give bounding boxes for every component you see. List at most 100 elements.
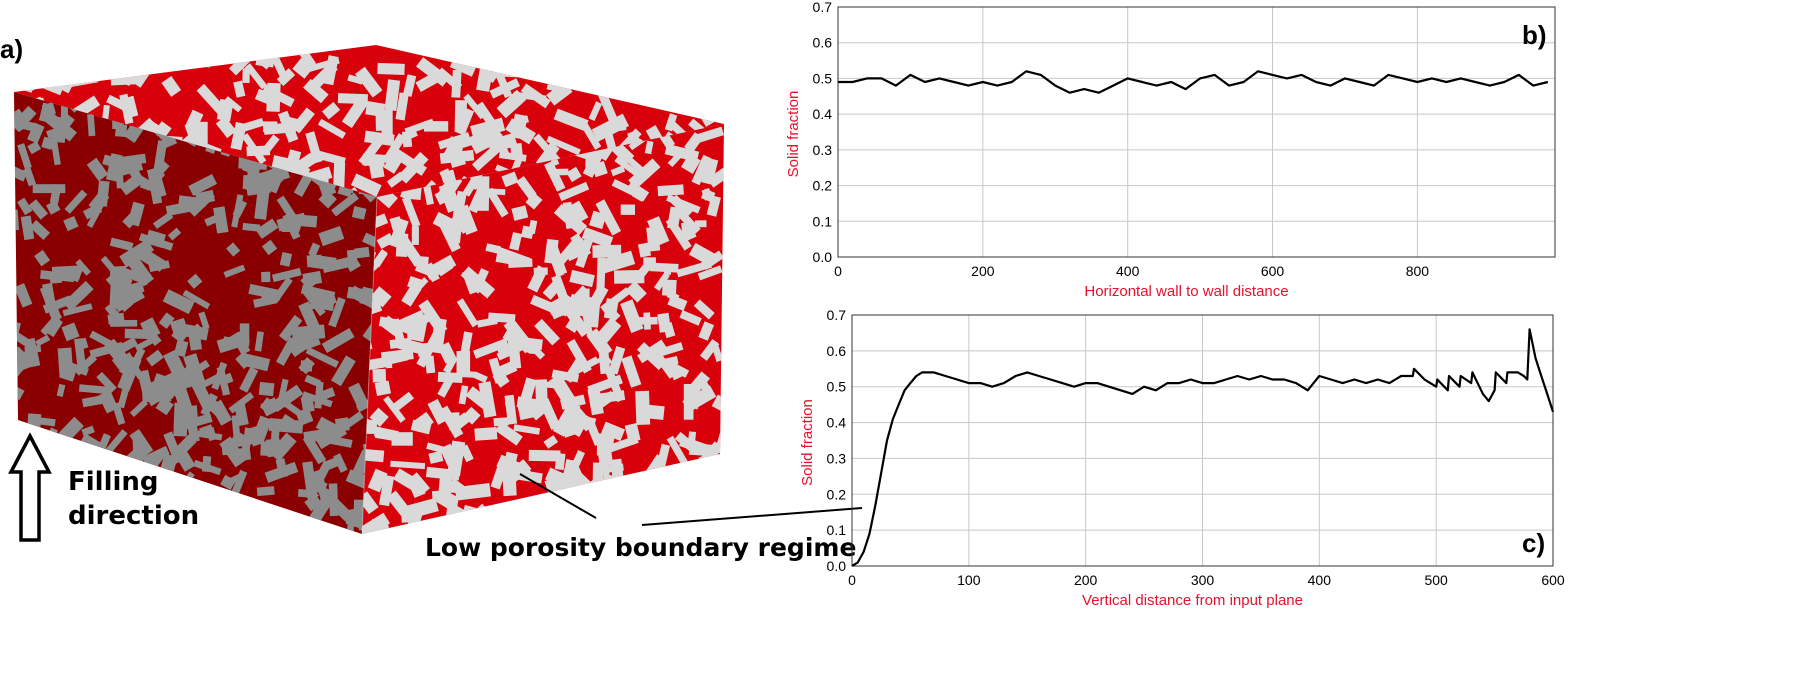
plot-frame — [837, 6, 1556, 258]
grain — [321, 327, 355, 353]
filling-direction-line2: direction — [68, 500, 200, 531]
grain — [696, 126, 724, 143]
grain — [503, 318, 535, 354]
grain — [484, 134, 503, 148]
filling-direction-arrow-icon — [8, 432, 52, 542]
grain — [384, 79, 401, 112]
grain — [27, 122, 45, 144]
grain — [109, 237, 134, 252]
grain — [413, 411, 434, 432]
y-tick-label: 0.6 — [827, 343, 847, 359]
grain — [513, 424, 541, 435]
grain — [279, 252, 293, 267]
x-tick-label: 0 — [848, 572, 856, 588]
grain — [24, 344, 42, 354]
grain — [134, 334, 160, 352]
grain — [554, 452, 566, 471]
grain — [346, 286, 373, 302]
grain — [233, 80, 246, 98]
grain — [318, 225, 345, 247]
grain — [256, 486, 275, 497]
grain — [275, 458, 289, 479]
grain — [223, 436, 256, 450]
grain — [599, 250, 636, 274]
grain — [428, 450, 444, 464]
grain — [608, 346, 626, 375]
grain — [495, 360, 518, 379]
grain — [374, 380, 392, 397]
grain — [276, 68, 296, 87]
grain — [442, 144, 464, 165]
grain — [368, 158, 385, 179]
grain — [676, 260, 712, 278]
grain — [492, 369, 510, 388]
grain — [96, 180, 110, 207]
grain — [581, 227, 614, 249]
grain — [375, 108, 384, 131]
grain — [427, 398, 449, 425]
grain — [226, 242, 241, 257]
grain — [263, 122, 296, 135]
panel-a-label: a) — [0, 34, 24, 64]
grain — [401, 196, 421, 228]
grain — [23, 167, 37, 187]
grain — [129, 399, 149, 418]
grain — [133, 347, 146, 362]
grain — [370, 286, 392, 308]
grain — [75, 258, 91, 276]
grain — [495, 421, 523, 446]
grain — [613, 269, 645, 284]
grain — [161, 365, 188, 400]
grain — [663, 264, 672, 275]
grain — [165, 200, 198, 217]
grain — [260, 397, 281, 417]
grain — [643, 257, 656, 269]
grain — [525, 192, 543, 210]
grain — [701, 157, 719, 185]
grain — [188, 359, 210, 378]
grain — [279, 414, 297, 430]
grain — [20, 215, 35, 241]
grain — [657, 312, 672, 333]
filling-direction-line1: Filling — [68, 467, 159, 497]
grain — [56, 383, 66, 397]
grain — [397, 151, 429, 184]
grain — [566, 166, 582, 183]
grain — [78, 384, 112, 395]
grain — [295, 407, 314, 426]
grain — [611, 178, 646, 201]
grain — [213, 206, 229, 234]
grain — [49, 131, 61, 166]
y-tick-label: 0.7 — [813, 0, 833, 15]
grain — [322, 455, 344, 471]
grain — [201, 455, 212, 473]
grain — [475, 101, 497, 128]
x-tick-label: 0 — [834, 263, 842, 279]
grain — [568, 200, 589, 224]
grain — [291, 107, 315, 134]
grain — [96, 371, 117, 394]
grain — [596, 317, 622, 343]
grain — [397, 337, 424, 355]
grain — [471, 142, 503, 172]
series-line — [851, 328, 1555, 567]
grain — [347, 74, 364, 85]
grain — [167, 227, 182, 241]
y-tick-label: 0.4 — [813, 106, 833, 122]
grain — [383, 151, 404, 174]
grain — [254, 188, 270, 220]
grain — [698, 321, 715, 341]
grain — [608, 463, 624, 473]
grain — [532, 346, 546, 360]
grain — [14, 283, 33, 308]
grain — [504, 400, 515, 413]
grain — [485, 187, 509, 218]
grain — [196, 83, 226, 115]
grain — [231, 415, 241, 445]
x-tick-label: 600 — [1541, 572, 1565, 588]
grain — [637, 242, 652, 258]
grain — [404, 118, 435, 136]
grain — [505, 118, 537, 145]
grain — [699, 339, 720, 361]
grain — [386, 171, 406, 188]
